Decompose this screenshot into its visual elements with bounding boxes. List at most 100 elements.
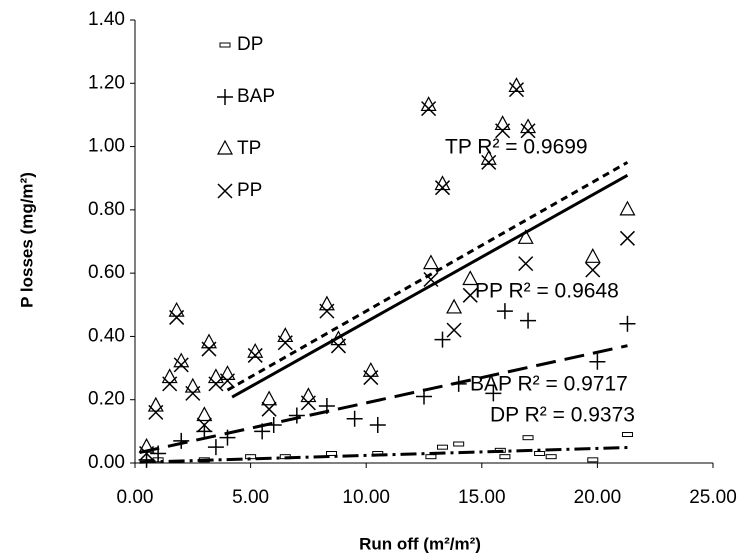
point [496,303,513,320]
marker-shape [485,385,502,402]
trend-annotation: PP R² = 0.9648 [475,280,619,303]
point [520,118,537,134]
point [184,377,201,393]
y-tick-label: 0.60 [88,262,125,283]
marker-shape [518,256,534,272]
point [162,376,178,392]
marker-shape [300,387,317,403]
point [534,451,546,457]
point [362,361,379,377]
trend-annotation: BAP R² = 0.9717 [470,373,628,396]
marker-shape [288,407,305,424]
point [196,417,212,433]
marker-shape [169,309,185,325]
legend-label: DP [237,34,263,55]
marker-shape [196,417,212,433]
legend-label: PP [237,180,262,201]
point [619,315,636,332]
marker-shape [147,396,164,412]
point [517,229,534,244]
marker-shape [219,365,236,380]
marker-shape [508,82,525,98]
marker-shape [453,441,465,447]
y-tick-label: 0.80 [88,199,125,220]
trend-annotation: TP R² = 0.9699 [445,136,588,159]
y-tick-label: 1.00 [88,136,125,157]
marker-shape [422,254,439,270]
marker-shape [200,333,217,349]
point [363,370,379,386]
marker-shape [148,404,164,420]
marker-shape [462,270,479,286]
marker-shape [480,149,497,165]
point [200,333,217,349]
point [219,373,236,389]
marker-shape [196,406,213,422]
marker-shape [508,77,525,93]
marker-shape [481,154,497,170]
x-tick-label: 20.00 [574,487,622,508]
point [462,270,479,286]
point [208,376,224,392]
point [247,342,264,358]
marker-shape [261,401,277,417]
point [147,396,164,412]
marker-shape [161,368,178,384]
marker-shape [420,96,437,112]
point [434,175,451,191]
point [319,303,335,319]
x-tick-label: 10.00 [342,487,390,508]
marker-shape [517,229,534,244]
y-tick-label: 0.40 [88,325,125,346]
legend-entry: DP [219,34,263,55]
point [481,154,497,170]
point [585,262,601,278]
point [619,200,636,216]
point [277,335,293,351]
point [161,368,178,384]
point [480,149,497,165]
marker-shape [434,331,451,348]
marker-shape [425,454,437,460]
marker-shape [217,183,233,199]
x-tick-label: 25.00 [689,487,737,508]
marker-shape [201,341,217,357]
point [422,254,439,270]
y-tick-label: 1.20 [88,72,125,93]
marker-shape [247,347,263,363]
marker-shape [219,42,231,48]
point [518,256,534,272]
marker-shape [585,262,601,278]
marker-shape [162,376,178,392]
marker-shape [184,377,201,393]
marker-shape [520,312,537,329]
marker-shape [300,395,316,411]
marker-shape [319,303,335,319]
x-tick-label: 15.00 [458,487,506,508]
trend-line [139,344,628,454]
marker-shape [217,89,233,105]
point [173,352,190,368]
marker-shape [499,454,511,460]
marker-shape [261,390,278,406]
marker-shape [216,139,234,155]
marker-shape [362,361,379,377]
point [520,123,536,139]
marker-shape [277,335,293,351]
point [436,444,448,450]
y-tick-label: 1.40 [88,9,125,30]
point [494,115,511,131]
point [326,451,338,457]
marker-shape [522,435,534,441]
marker-shape [318,295,335,311]
marker-shape [207,439,224,456]
marker-shape [168,301,185,317]
marker-shape [173,357,189,373]
point [462,287,478,303]
point [277,327,294,343]
legend-entry: BAP [217,86,275,107]
point [495,123,511,139]
point [446,298,463,314]
point [621,432,633,438]
point [485,385,502,402]
